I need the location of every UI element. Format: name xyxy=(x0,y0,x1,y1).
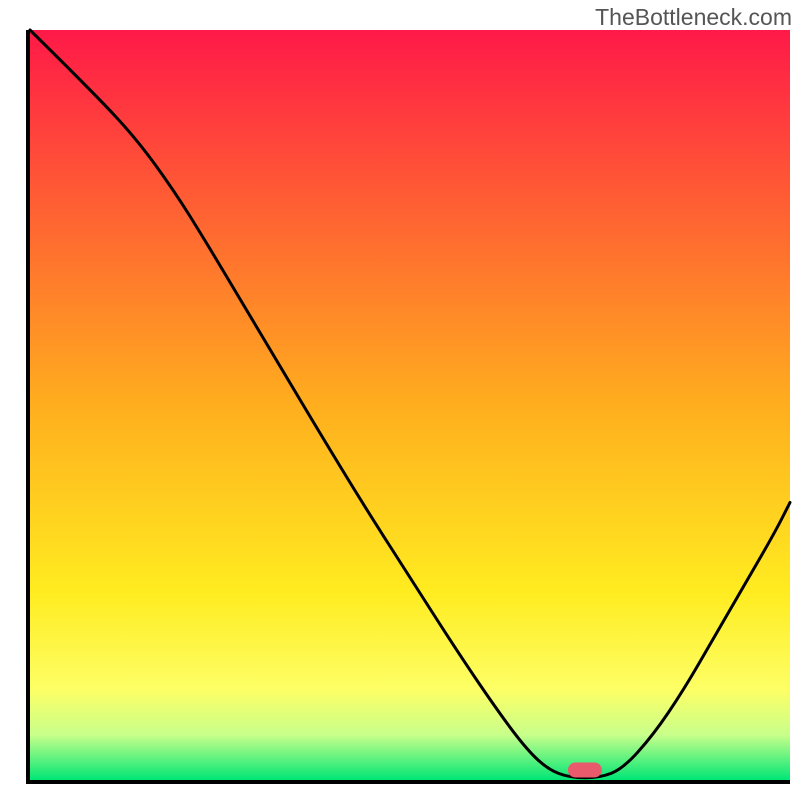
x-axis xyxy=(26,780,790,784)
optimal-marker xyxy=(568,763,602,778)
y-axis xyxy=(26,30,30,784)
plot-area xyxy=(30,30,790,780)
watermark-text: TheBottleneck.com xyxy=(595,4,792,31)
bottleneck-chart: TheBottleneck.com xyxy=(0,0,800,800)
